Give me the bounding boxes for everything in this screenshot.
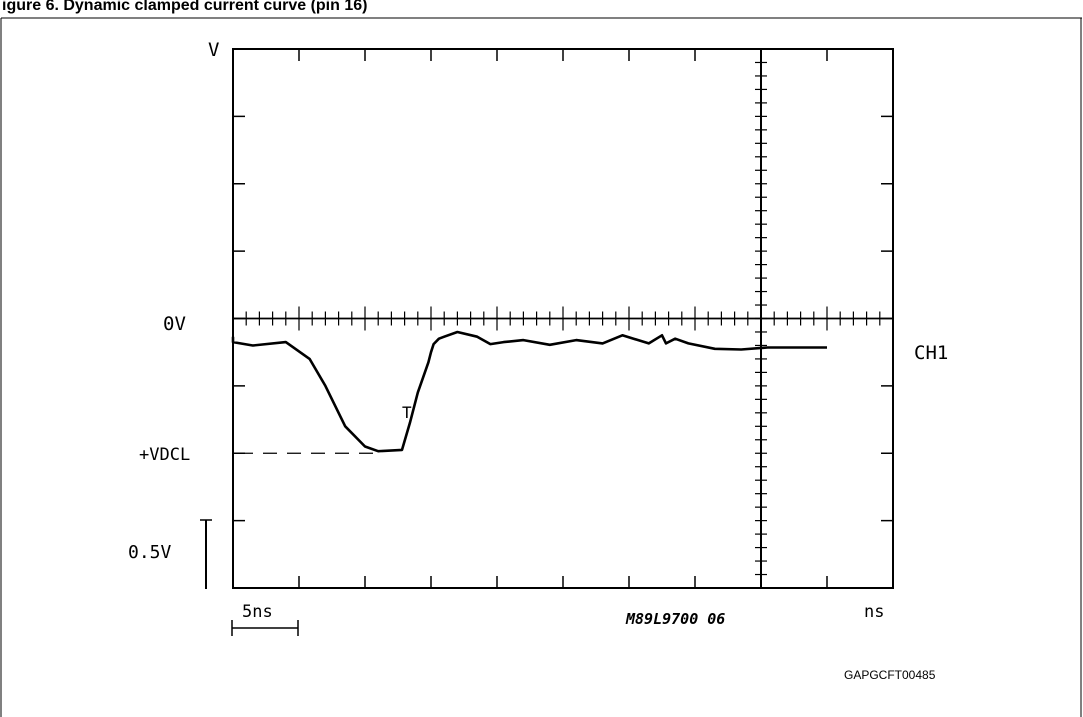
x-scale-label: 5ns [242,602,273,622]
plate-code: M89L9700 06 [625,610,725,628]
x-unit-label: ns [864,602,884,622]
ch1-waveform [231,330,827,453]
series-label-ch1: CH1 [914,342,948,364]
zero-volt-label: 0V [163,313,186,335]
source-id: GAPGCFT00485 [844,668,936,682]
annotation-t: T [402,403,412,422]
y-unit-label: V [208,39,219,61]
figure-caption: igure 6. Dynamic clamped current curve (… [2,0,368,14]
vdcl-label: +VDCL [139,445,190,465]
y-scale-label: 0.5V [128,542,172,563]
graticule-ticks [233,49,893,588]
